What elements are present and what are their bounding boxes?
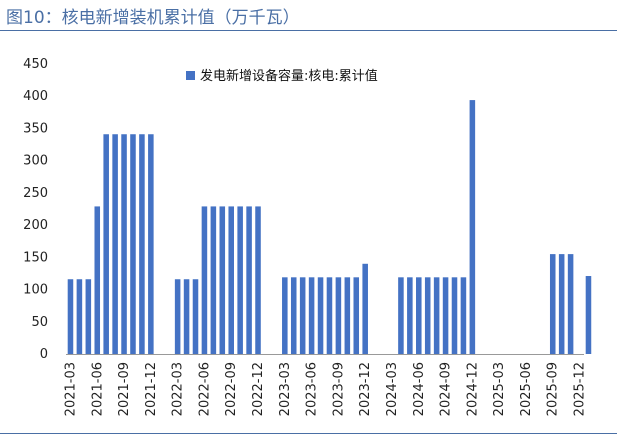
x-tick-label: 2021-09 — [117, 362, 132, 416]
bar-2022-11 — [246, 206, 252, 354]
bar-2024-10 — [451, 277, 458, 354]
bar-2025-11 — [567, 254, 574, 354]
bar-2022-10 — [237, 206, 243, 354]
y-tick-label: 50 — [31, 315, 48, 330]
x-tick-label: 2025-03 — [492, 362, 507, 416]
bar-2021-06 — [94, 206, 101, 354]
bar-2023-07 — [317, 277, 324, 354]
bar-2021-10 — [130, 134, 136, 354]
bar-2024-08 — [433, 277, 440, 354]
bar-2021-11 — [139, 134, 145, 354]
bar-2025-10 — [558, 254, 565, 354]
legend: 发电新增设备容量:核电:累计值 — [186, 68, 378, 84]
bar-2021-09 — [121, 134, 127, 354]
bar-2022-03 — [174, 279, 181, 354]
y-tick-label: 450 — [23, 57, 48, 72]
x-tick-label: 2021-12 — [144, 362, 159, 416]
bar-2024-12 — [469, 100, 476, 354]
x-tick-label: 2022-12 — [251, 362, 266, 416]
bar-2023-12 — [362, 263, 368, 354]
y-tick-label: 250 — [23, 186, 48, 201]
bar-2023-03 — [282, 277, 288, 354]
bar-2022-12 — [255, 206, 261, 354]
bar-2021-04 — [76, 279, 83, 354]
bar-2021-07 — [103, 134, 109, 354]
bar-undefined — [585, 276, 592, 354]
x-tick-label: 2024-12 — [465, 362, 480, 416]
x-tick-label: 2025-06 — [519, 362, 534, 416]
title-divider — [0, 30, 617, 31]
x-tick-label: 2021-03 — [64, 362, 79, 416]
bar-2024-05 — [407, 277, 413, 354]
x-tick-label: 2023-12 — [358, 362, 373, 416]
x-tick-label: 2024-03 — [385, 362, 400, 416]
x-tick-label: 2025-09 — [546, 362, 561, 416]
bar-2021-12 — [148, 134, 154, 354]
bar-2024-11 — [460, 277, 467, 354]
bar-2023-09 — [335, 277, 342, 354]
bar-2022-06 — [201, 206, 208, 354]
bar-2023-04 — [290, 277, 297, 354]
x-tick-label: 2022-09 — [224, 362, 239, 416]
figure-title: 图10：核电新增装机累计值（万千瓦） — [6, 8, 300, 28]
legend-label: 发电新增设备容量:核电:累计值 — [200, 68, 378, 84]
bar-2022-07 — [210, 206, 217, 354]
bar-series — [67, 100, 592, 354]
bar-2022-05 — [192, 279, 199, 354]
x-tick-label: 2022-06 — [197, 362, 212, 416]
bar-2023-06 — [308, 277, 315, 354]
legend-swatch — [186, 71, 195, 80]
bar-2024-06 — [416, 277, 422, 354]
bar-2021-05 — [85, 279, 92, 354]
bar-2021-03 — [67, 279, 74, 354]
y-tick-label: 350 — [23, 121, 48, 136]
y-tick-label: 150 — [23, 250, 48, 265]
x-axis: 2021-03 2021-06 2021-09 2021-12 2022-03 2022-… — [64, 354, 588, 416]
y-tick-label: 0 — [40, 347, 48, 362]
bar-2024-09 — [442, 277, 449, 354]
bar-2023-05 — [299, 277, 306, 354]
bar-2024-04 — [398, 277, 404, 354]
x-tick-label: 2025-12 — [573, 362, 588, 416]
x-tick-label: 2024-09 — [439, 362, 454, 416]
x-tick-label: 2022-03 — [171, 362, 186, 416]
bottom-divider — [0, 433, 617, 434]
y-tick-label: 200 — [23, 218, 48, 233]
bar-2023-10 — [344, 277, 351, 354]
bar-2021-08 — [112, 134, 118, 354]
x-tick-label: 2023-09 — [331, 362, 346, 416]
y-axis: 0 50 100 150 200 250 300 350 400 450 — [23, 57, 48, 362]
x-tick-label: 2023-03 — [278, 362, 293, 416]
y-tick-label: 400 — [23, 89, 48, 104]
bar-2025-09 — [549, 254, 556, 354]
y-tick-label: 100 — [23, 283, 48, 298]
x-tick-label: 2023-06 — [305, 362, 320, 416]
bar-2022-08 — [219, 206, 226, 354]
bar-2022-09 — [228, 206, 234, 354]
x-tick-label: 2024-06 — [412, 362, 427, 416]
y-tick-label: 300 — [23, 154, 48, 169]
bar-2022-04 — [183, 279, 190, 354]
bar-2024-07 — [424, 277, 431, 354]
bar-2023-08 — [326, 277, 333, 354]
x-tick-label: 2021-06 — [90, 362, 105, 416]
bar-2023-11 — [353, 277, 360, 354]
